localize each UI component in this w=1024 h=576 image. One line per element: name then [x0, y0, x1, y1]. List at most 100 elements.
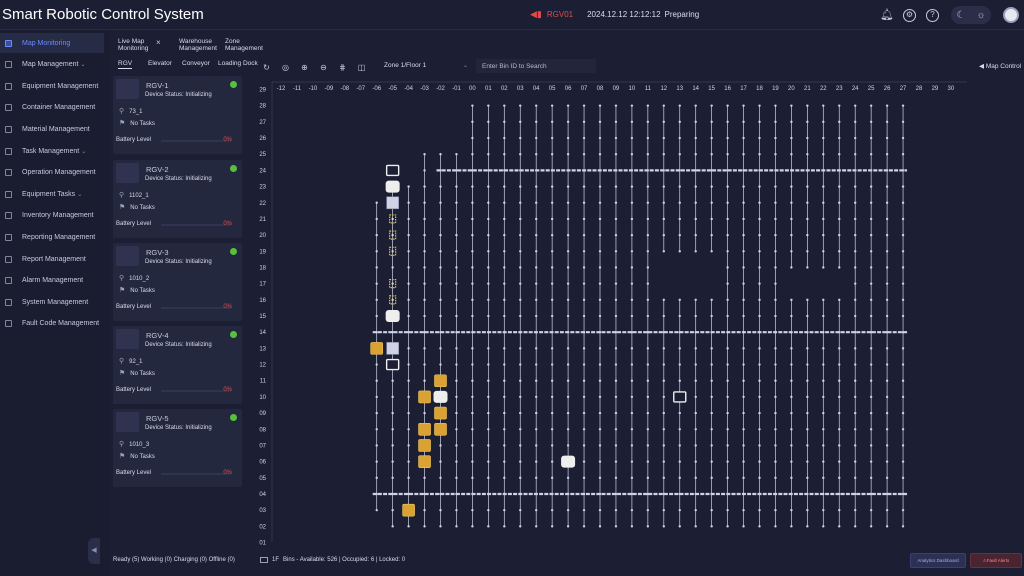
bin-dot	[439, 298, 442, 302]
online-status-dot	[230, 331, 237, 338]
bin-dot	[423, 347, 426, 350]
layers-icon[interactable]: ⋕	[339, 62, 346, 72]
split-view-icon[interactable]: ◫	[357, 62, 366, 72]
sidebar-item-map-management[interactable]: Map Management ⌄	[0, 55, 104, 75]
rgv-card[interactable]: RGV-1 Device Status: Initializing ⚲ 73_1 ⚑ No…	[113, 76, 242, 154]
theme-toggle[interactable]: ☾ ☼	[951, 6, 991, 24]
bin-dot	[885, 201, 889, 204]
bin-dot	[423, 525, 426, 528]
subtab-loading-dock[interactable]: Loading Dock	[218, 60, 258, 67]
sidebar-item-equipment[interactable]: Equipment Management	[0, 76, 104, 96]
bin-dot	[646, 169, 650, 172]
map-canvas[interactable]: -12 -11 -10 -09 -08 -07 -06 -05 -04 -03 -02 -01 00 01…	[252, 78, 972, 548]
subtab-elevator[interactable]: Elevator	[148, 60, 172, 67]
sidebar-item-equipment-task[interactable]: Equipment Tasks ⌄	[0, 184, 104, 204]
zoom-out-icon[interactable]: ⊖	[320, 62, 327, 72]
bin-dot	[535, 136, 538, 140]
rgv-thumbnail	[116, 329, 139, 349]
bin-dot	[869, 411, 873, 415]
sidebar-item-material[interactable]: Material Management	[0, 119, 104, 139]
bin-dot	[901, 363, 905, 366]
bin-dot	[471, 185, 474, 188]
bin-dot	[854, 411, 857, 415]
help-icon[interactable]: ?	[926, 8, 939, 22]
tab-warehouse[interactable]: Warehouse Management	[179, 38, 217, 52]
rgv-card[interactable]: RGV-5 Device Status: Initializing ⚲ 1010_3 ⚑…	[113, 409, 242, 487]
moon-icon[interactable]: ☾	[956, 9, 966, 21]
bin-dot	[503, 266, 506, 269]
avatar[interactable]	[1003, 7, 1019, 23]
bin-dot	[854, 233, 857, 237]
bin-dot	[423, 169, 426, 172]
bin-dot	[885, 444, 889, 447]
bin-dot	[582, 201, 586, 204]
col-label: 25	[868, 86, 875, 92]
row-label: 07	[259, 443, 266, 449]
tab-live-map[interactable]: Live Map Monitoring	[118, 38, 148, 52]
map-control-toggle[interactable]: ◀ Map Control	[979, 62, 1021, 70]
sidebar-item-container[interactable]: Container Management	[0, 98, 104, 118]
bin-dot	[790, 136, 793, 140]
zoom-in-icon[interactable]: ⊕	[301, 62, 308, 72]
sidebar-item-inventory[interactable]: Inventory Management	[0, 206, 104, 226]
subtab-rgv[interactable]: RGV	[118, 60, 133, 69]
bin-dot	[630, 298, 634, 302]
sidebar-item-alarm[interactable]: Alarm Management	[0, 271, 104, 291]
bin-dot	[710, 185, 713, 188]
bin-dot	[901, 185, 905, 188]
bin-dot	[566, 104, 570, 107]
bin-dot	[790, 460, 793, 463]
sidebar-item-fault-code[interactable]: Fault Code Management	[0, 314, 104, 334]
bell-icon[interactable]: 🔔︎	[880, 8, 894, 21]
rgv-card[interactable]: RGV-2 Device Status: Initializing ⚲ 1102_1 ⚑…	[113, 160, 242, 238]
settings-icon[interactable]: ⚙	[903, 8, 916, 22]
bin-dot	[550, 298, 554, 302]
rgv-card[interactable]: RGV-3 Device Status: Initializing ⚲ 1010_2 ⚑…	[113, 243, 242, 321]
locate-icon[interactable]: ◎	[282, 62, 289, 72]
bin-dot	[885, 411, 889, 415]
sidebar-item-report[interactable]: Report Management	[0, 249, 104, 269]
close-icon[interactable]: ×	[156, 38, 161, 47]
sidebar-item-reporting[interactable]: Reporting Management	[0, 227, 104, 247]
bin-search-input[interactable]	[476, 59, 596, 73]
bin-dot	[869, 153, 873, 156]
bin-dot	[439, 363, 442, 366]
fault-alerts-button[interactable]: ⚠ Fault Alerts	[970, 553, 1022, 568]
tab-zone[interactable]: Zone Management	[225, 38, 263, 52]
bin-dot	[726, 460, 729, 463]
equipment-icon	[5, 82, 12, 90]
bin-dot	[471, 201, 474, 204]
bin-dot	[742, 363, 745, 366]
bin-dot	[774, 104, 777, 107]
rgv-name: RGV-3	[146, 248, 169, 257]
bin-dot	[822, 379, 825, 382]
sidebar-item-system[interactable]: System Management	[0, 292, 104, 312]
bin-dot	[375, 395, 378, 399]
collapse-sidebar-button[interactable]: ◀	[88, 538, 100, 564]
bin-dot	[758, 233, 761, 237]
rgv-task: ⚑ No Tasks	[119, 286, 155, 294]
sidebar-item-operation[interactable]: Operation Management	[0, 163, 104, 183]
refresh-icon[interactable]: ↻	[263, 62, 270, 72]
bin-dot	[646, 298, 650, 302]
rgv-card[interactable]: RGV-4 Device Status: Initializing ⚲ 92_1 ⚑ No…	[113, 326, 242, 404]
bin-dot	[726, 217, 729, 221]
zone-select[interactable]: Zone 1/Floor 1 ⌄	[384, 62, 470, 69]
sidebar-item-map[interactable]: Map Monitoring	[0, 33, 104, 53]
bin-dot	[391, 379, 394, 382]
bin-dot	[854, 395, 857, 399]
sidebar-item-task[interactable]: Task Management ⌄	[0, 141, 104, 161]
rgv-thumbnail	[116, 163, 139, 183]
bin-dot	[806, 363, 809, 366]
bin-dot	[885, 525, 889, 528]
subtab-conveyor[interactable]: Conveyor	[182, 60, 210, 67]
bin-dot	[854, 363, 857, 366]
rgv-location: ⚲ 1010_2	[119, 274, 149, 282]
bin-dot	[455, 395, 458, 399]
sun-icon[interactable]: ☼	[976, 9, 986, 21]
battery-value: 0%	[223, 470, 232, 476]
analytics-dashboard-button[interactable]: Analytics Dashboard	[910, 553, 966, 568]
bin-dot	[550, 266, 554, 269]
warehouse-map[interactable]: -12 -11 -10 -09 -08 -07 -06 -05 -04 -03 -02 -01 00 01…	[252, 78, 972, 548]
row-label: 28	[259, 104, 266, 110]
